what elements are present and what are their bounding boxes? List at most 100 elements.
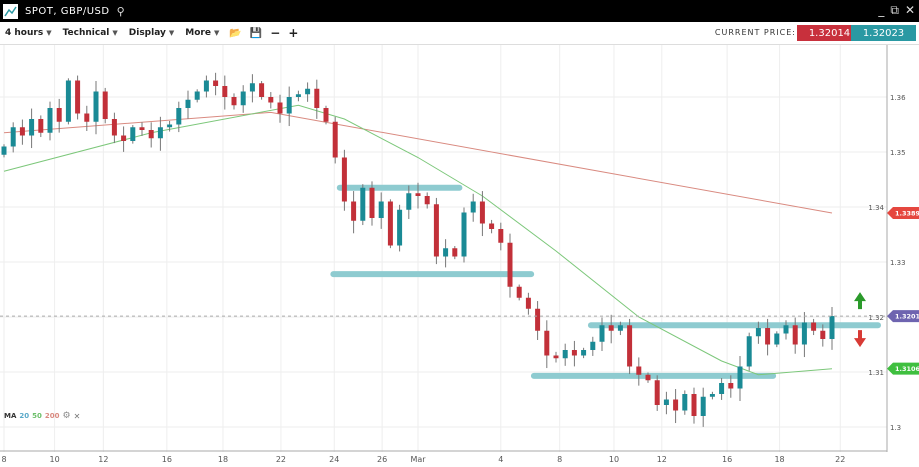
y-tick-label: 1.35 xyxy=(890,149,906,157)
arrow-up-shape xyxy=(854,292,866,310)
x-tick-label: 24 xyxy=(329,455,340,464)
x-tick-label: 18 xyxy=(217,455,229,464)
candle-body xyxy=(709,394,715,397)
candle xyxy=(682,390,688,415)
candle-body xyxy=(305,88,311,95)
technical-dropdown[interactable]: Technical ▼ xyxy=(63,28,118,38)
candle-body xyxy=(636,366,642,375)
candle-body xyxy=(608,325,614,331)
x-axis: 8 10 12 16 18 22 24 26 Mar 4 8 10 12 16 18 22 xyxy=(0,452,919,467)
x-tick-label: 16 xyxy=(722,455,733,464)
candle xyxy=(111,112,117,144)
candle-body xyxy=(599,325,605,342)
title-bar: SPOT, GBP/USD ⚲ _ ⧉ ✕ xyxy=(0,0,919,22)
candle xyxy=(213,72,219,96)
x-tick-label: 10 xyxy=(608,455,620,464)
candle-body xyxy=(47,108,53,133)
price-tag-label: 1.32017 xyxy=(895,313,919,321)
legend-label: MA xyxy=(4,412,17,420)
candle xyxy=(801,312,807,358)
candle-body xyxy=(277,102,283,114)
candle xyxy=(130,125,136,144)
candle-body xyxy=(84,113,90,122)
candle-body xyxy=(792,325,798,345)
candle-body xyxy=(295,94,301,97)
candle xyxy=(387,199,393,249)
candle xyxy=(581,347,587,359)
candle-body xyxy=(516,286,522,298)
candle xyxy=(65,78,71,125)
zoom-in-icon[interactable]: + xyxy=(288,26,299,40)
candle xyxy=(176,101,182,133)
search-icon[interactable]: ⚲ xyxy=(116,4,125,18)
candle-body xyxy=(378,201,384,218)
candle xyxy=(544,320,550,369)
candle-body xyxy=(553,355,559,359)
folder-open-icon[interactable]: 📂 xyxy=(229,27,242,39)
candle xyxy=(755,321,761,344)
candle-body xyxy=(783,325,789,334)
gear-icon[interactable]: ⚙ xyxy=(62,411,71,421)
candle xyxy=(498,222,504,251)
buy-price-button[interactable]: 1.32023 xyxy=(851,25,916,41)
candle-body xyxy=(765,328,771,345)
candle xyxy=(93,81,99,135)
chevron-down-icon: ▼ xyxy=(168,29,175,37)
candle xyxy=(737,356,743,402)
candle-body xyxy=(38,119,44,133)
y-tick-label: 1.33 xyxy=(890,259,906,267)
candle-body xyxy=(645,374,651,381)
candle-body xyxy=(801,322,807,345)
candle-body xyxy=(470,201,476,213)
toolbar: 4 hours ▼ Technical ▼ Display ▼ More ▼ 📂 💾 −… xyxy=(0,22,919,45)
x-tick-label: 10 xyxy=(49,455,60,464)
price-tag-ma200 xyxy=(887,206,919,219)
candle xyxy=(259,81,265,100)
candle-body xyxy=(498,229,504,243)
candle xyxy=(553,351,559,363)
candle xyxy=(1,144,7,158)
chart-logo-icon xyxy=(3,3,18,19)
candle-body xyxy=(627,325,633,367)
candle-body xyxy=(525,297,531,309)
candle xyxy=(728,375,734,398)
candle xyxy=(424,192,430,209)
candle-body xyxy=(829,316,835,339)
candle-body xyxy=(820,330,826,339)
save-icon[interactable]: 💾 xyxy=(249,27,263,39)
y-tick-label: 1.3 xyxy=(890,424,901,432)
zoom-out-icon[interactable]: − xyxy=(270,26,281,40)
candle-body xyxy=(489,223,495,229)
candle xyxy=(378,192,384,229)
minimize-icon[interactable]: _ xyxy=(878,3,885,17)
candle-body xyxy=(544,330,550,356)
candle-body xyxy=(259,83,265,97)
candle xyxy=(29,108,35,149)
candle-body xyxy=(535,308,541,331)
ma200-line xyxy=(3,111,833,214)
display-dropdown[interactable]: Display ▼ xyxy=(129,28,175,38)
candle-body xyxy=(167,124,173,128)
candle xyxy=(351,191,357,234)
popout-icon[interactable]: ⧉ xyxy=(890,3,899,17)
candle xyxy=(139,122,145,136)
window-title: SPOT, GBP/USD xyxy=(25,5,110,17)
candle xyxy=(443,239,449,268)
timeframe-dropdown[interactable]: 4 hours ▼ xyxy=(5,28,52,38)
candle-body xyxy=(314,88,320,108)
candle xyxy=(783,320,789,340)
ma-legend: MA 20 50 200 ⚙ ✕ xyxy=(4,411,80,421)
candle xyxy=(461,207,467,263)
more-dropdown[interactable]: More ▼ xyxy=(185,28,219,38)
price-tag-current xyxy=(887,310,919,323)
candle xyxy=(663,391,669,415)
close-icon[interactable]: ✕ xyxy=(73,411,81,421)
candle-body xyxy=(268,97,274,103)
candle xyxy=(654,375,660,411)
sell-price-button[interactable]: 1.32014 xyxy=(797,25,862,41)
close-icon[interactable]: ✕ xyxy=(904,3,915,17)
candle-body xyxy=(387,201,393,246)
candle-body xyxy=(121,135,127,141)
candle-body xyxy=(249,83,255,92)
